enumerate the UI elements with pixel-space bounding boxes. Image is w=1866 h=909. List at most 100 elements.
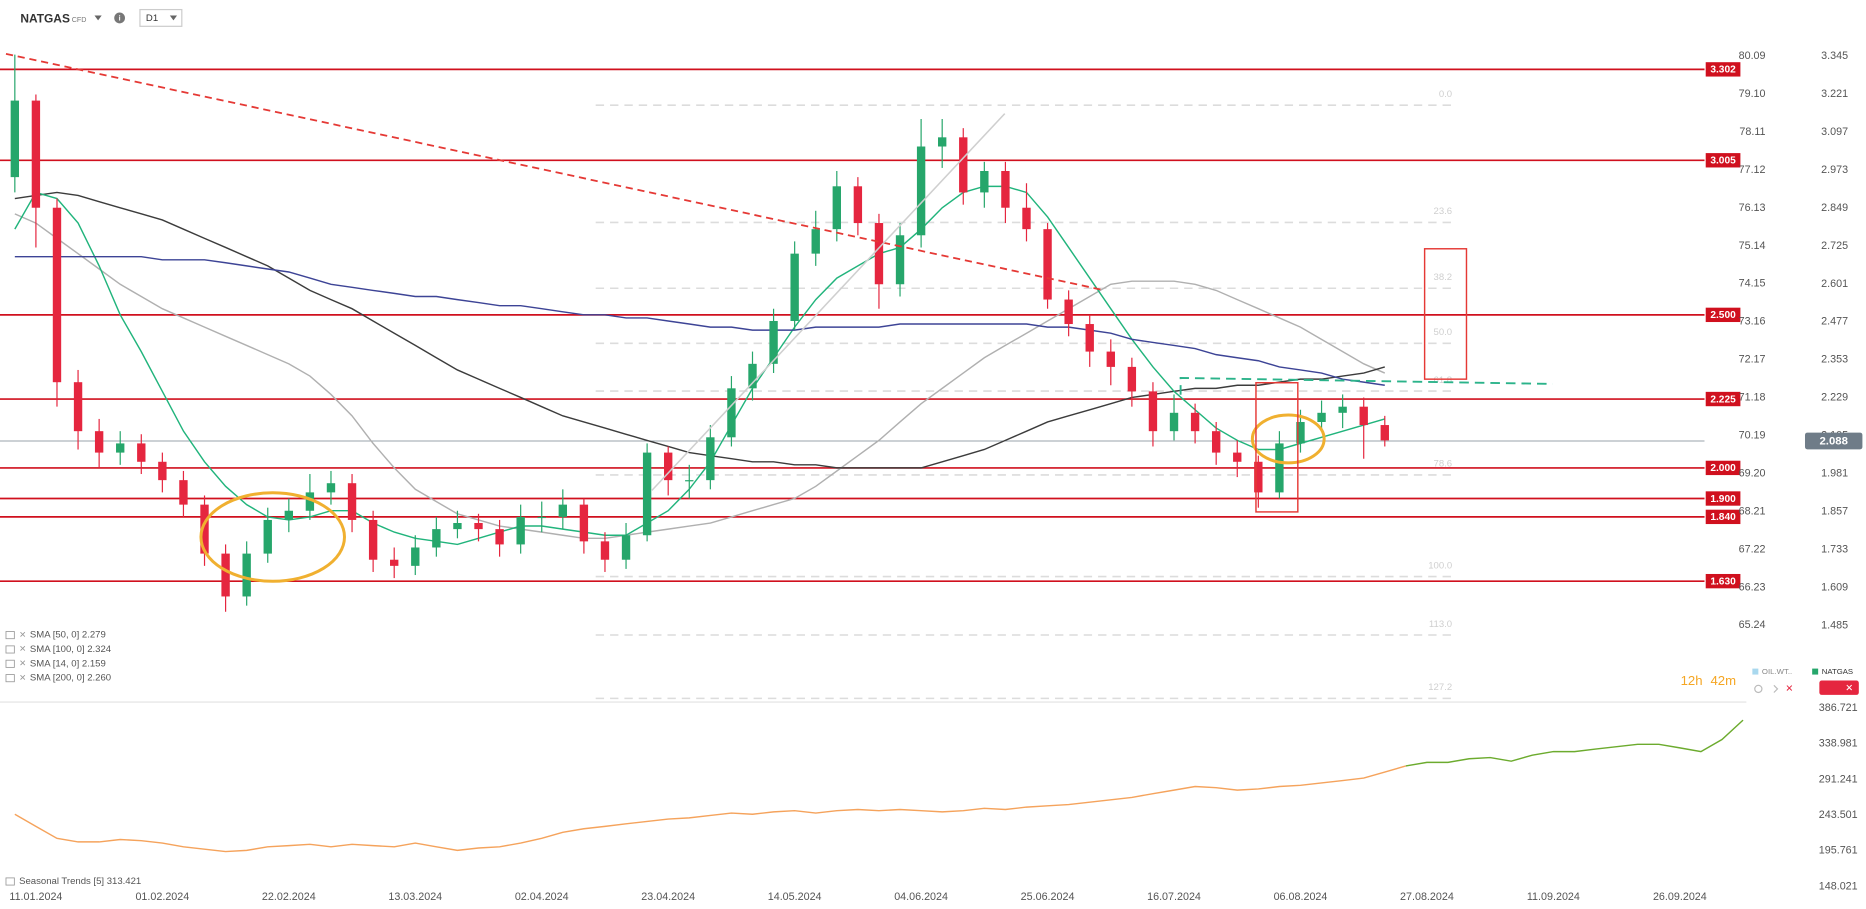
y2-tick-label: 77.12	[1739, 164, 1766, 176]
candle-body	[1296, 421, 1305, 444]
x-tick-label: 11.01.2024	[9, 891, 62, 903]
candle-body	[179, 480, 188, 505]
candle-body	[495, 529, 504, 545]
timer-hours: 12h	[1681, 673, 1703, 688]
candle-body	[1085, 324, 1094, 352]
fib-label: 38.2	[1434, 272, 1453, 283]
candle-body	[1359, 406, 1368, 426]
fib-label: 0.0	[1439, 89, 1452, 100]
axes: 3.302 3.005 2.500 2.225 2.000 1.900 1.840 1.630…	[5, 50, 1863, 903]
legend-close: ✕	[19, 658, 26, 668]
y-tick-label: 148.021	[1819, 880, 1858, 892]
close-icon[interactable]: ✕	[1845, 683, 1853, 694]
y-tick-label: 1.485	[1821, 619, 1848, 631]
legend-icon	[5, 674, 15, 683]
y-tick-label: 338.981	[1819, 738, 1858, 750]
highlight-box	[1255, 382, 1299, 513]
eye-icon[interactable]	[1754, 684, 1763, 694]
candle-body	[1233, 452, 1242, 462]
y-tick-label: 386.721	[1819, 702, 1858, 714]
candle-body	[1043, 229, 1052, 300]
symbol[interactable]: NATGAS	[20, 11, 70, 25]
level-label: 1.630	[1710, 576, 1736, 587]
candle-body	[748, 363, 757, 389]
y-tick-label: 243.501	[1819, 809, 1858, 821]
y2-tick-label: 70.19	[1739, 430, 1766, 442]
fib-label: 61.8	[1434, 375, 1453, 386]
candle-body	[284, 510, 294, 520]
sma-legend: SMA [100, 0] 2.324	[30, 644, 112, 655]
symbol-dropdown[interactable]	[94, 15, 102, 21]
legend-tab[interactable]: NATGAS	[1822, 667, 1853, 676]
candle-body	[664, 452, 673, 481]
candle-body	[305, 492, 315, 511]
y-tick-label: 2.601	[1821, 278, 1848, 290]
candle-body	[474, 522, 483, 530]
y2-tick-label: 72.17	[1739, 354, 1766, 366]
seasonal-legend: Seasonal Trends [5] 313.421	[19, 876, 141, 887]
highlight-ellipse	[1250, 413, 1326, 465]
y-tick-label: 3.345	[1821, 50, 1848, 62]
candle-body	[1254, 461, 1263, 493]
candle-body	[137, 443, 146, 462]
candle-body	[516, 516, 525, 545]
candle-body	[242, 553, 251, 597]
level-label: 1.840	[1710, 512, 1736, 523]
candle-body	[853, 186, 863, 224]
legend-tab[interactable]: OIL.WT..	[1762, 667, 1792, 676]
y-tick-label: 1.733	[1821, 543, 1848, 555]
y-tick-label: 1.609	[1821, 581, 1848, 593]
candle-body	[347, 483, 357, 520]
current-price: 2.088	[1819, 436, 1847, 448]
candle-body	[642, 452, 652, 536]
x-tick-label: 16.07.2024	[1147, 891, 1201, 903]
candle-body	[390, 559, 399, 566]
sma-line	[14, 185, 1385, 546]
level-tag	[1705, 391, 1741, 407]
candle-body	[94, 431, 104, 453]
candle-body	[579, 504, 589, 542]
candle-body	[937, 137, 947, 147]
candle-body	[916, 146, 926, 236]
candle-body	[1317, 412, 1326, 422]
sma-legend: SMA [50, 0] 2.279	[30, 630, 106, 641]
fib-label: 113.0	[1429, 619, 1452, 630]
x-tick-label: 27.08.2024	[1400, 891, 1454, 903]
y-tick-label: 3.097	[1821, 126, 1848, 138]
y2-tick-label: 78.11	[1739, 126, 1765, 138]
candle-body	[116, 443, 125, 453]
y-tick-label: 291.241	[1819, 773, 1858, 785]
timeframe-select[interactable]	[139, 8, 183, 27]
timer-minutes: 42m	[1711, 673, 1737, 688]
price-pane: 0.0 23.6 38.2 50.0 61.8 78.6 100.0 113.0 127.2	[0, 54, 1705, 700]
y-tick-label: 2.353	[1821, 354, 1848, 366]
x-tick-label: 04.06.2024	[894, 891, 948, 903]
legend-swatch	[1812, 668, 1819, 675]
fib-label: 127.2	[1428, 682, 1452, 693]
y2-tick-label: 69.20	[1739, 467, 1766, 479]
seasonal-line	[14, 765, 1407, 853]
level-tag	[1705, 62, 1741, 77]
candle-body	[1275, 443, 1284, 493]
candle-body	[453, 522, 462, 530]
sma-line	[14, 213, 1386, 540]
y2-tick-label: 76.13	[1739, 202, 1766, 214]
candle-body	[263, 519, 272, 554]
x-tick-label: 26.09.2024	[1653, 891, 1707, 903]
y2-tick-label: 80.09	[1739, 50, 1766, 62]
candle-body	[959, 137, 968, 193]
timeframe-arrow	[169, 15, 178, 21]
candle-body	[1380, 425, 1389, 441]
candle-body	[811, 229, 820, 254]
move-icon[interactable]	[1773, 684, 1779, 693]
candle-body	[621, 535, 631, 560]
level-tag	[1705, 460, 1741, 476]
active-tab-controls[interactable]	[1819, 680, 1859, 695]
close-icon[interactable]: ✕	[1785, 683, 1793, 694]
fib-trendline	[651, 113, 1006, 491]
fib-label: 50.0	[1434, 327, 1453, 338]
y-tick-label: 2.849	[1821, 202, 1848, 214]
info-icon[interactable]	[114, 12, 125, 24]
y-tick-label: 2.477	[1821, 316, 1848, 328]
